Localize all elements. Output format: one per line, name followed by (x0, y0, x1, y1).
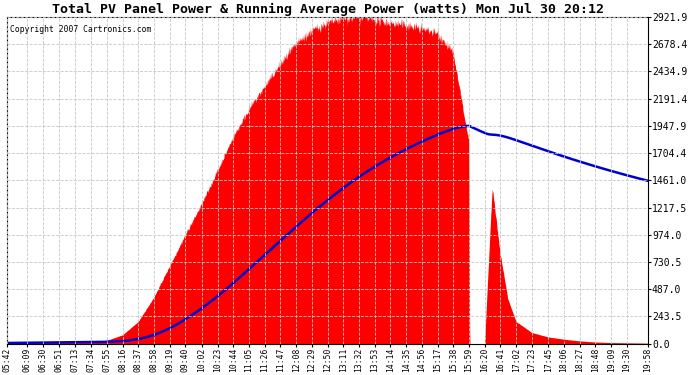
Title: Total PV Panel Power & Running Average Power (watts) Mon Jul 30 20:12: Total PV Panel Power & Running Average P… (52, 3, 604, 16)
Text: Copyright 2007 Cartronics.com: Copyright 2007 Cartronics.com (10, 25, 152, 34)
